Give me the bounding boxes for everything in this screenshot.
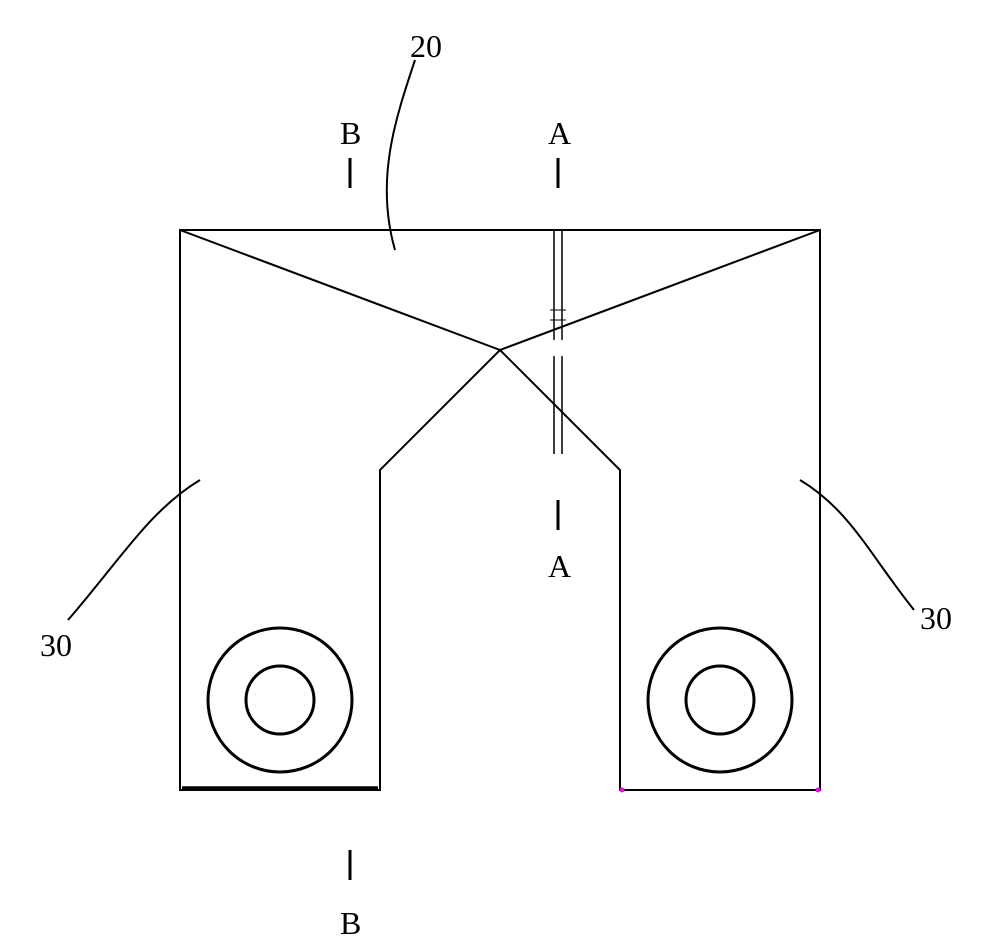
ref-30-right-label: 30 xyxy=(920,600,952,637)
section-a-bottom-label: A xyxy=(548,548,571,585)
left-wheel-inner xyxy=(246,666,314,734)
section-b-top-label: B xyxy=(340,115,361,152)
diagram-svg xyxy=(0,0,998,951)
leader-20 xyxy=(387,60,415,250)
ref-20-label: 20 xyxy=(410,28,442,65)
outline-shape xyxy=(180,230,820,790)
section-a-top-label: A xyxy=(548,115,571,152)
right-wheel-inner xyxy=(686,666,754,734)
corner-mark xyxy=(816,788,821,793)
top-v-right xyxy=(500,230,820,350)
section-b-bottom-label: B xyxy=(340,905,361,942)
right-wheel-outer xyxy=(648,628,792,772)
leader-30-right xyxy=(800,480,914,610)
top-v-left xyxy=(180,230,500,350)
corner-mark xyxy=(620,788,625,793)
ref-30-left-label: 30 xyxy=(40,627,72,664)
left-wheel-outer xyxy=(208,628,352,772)
